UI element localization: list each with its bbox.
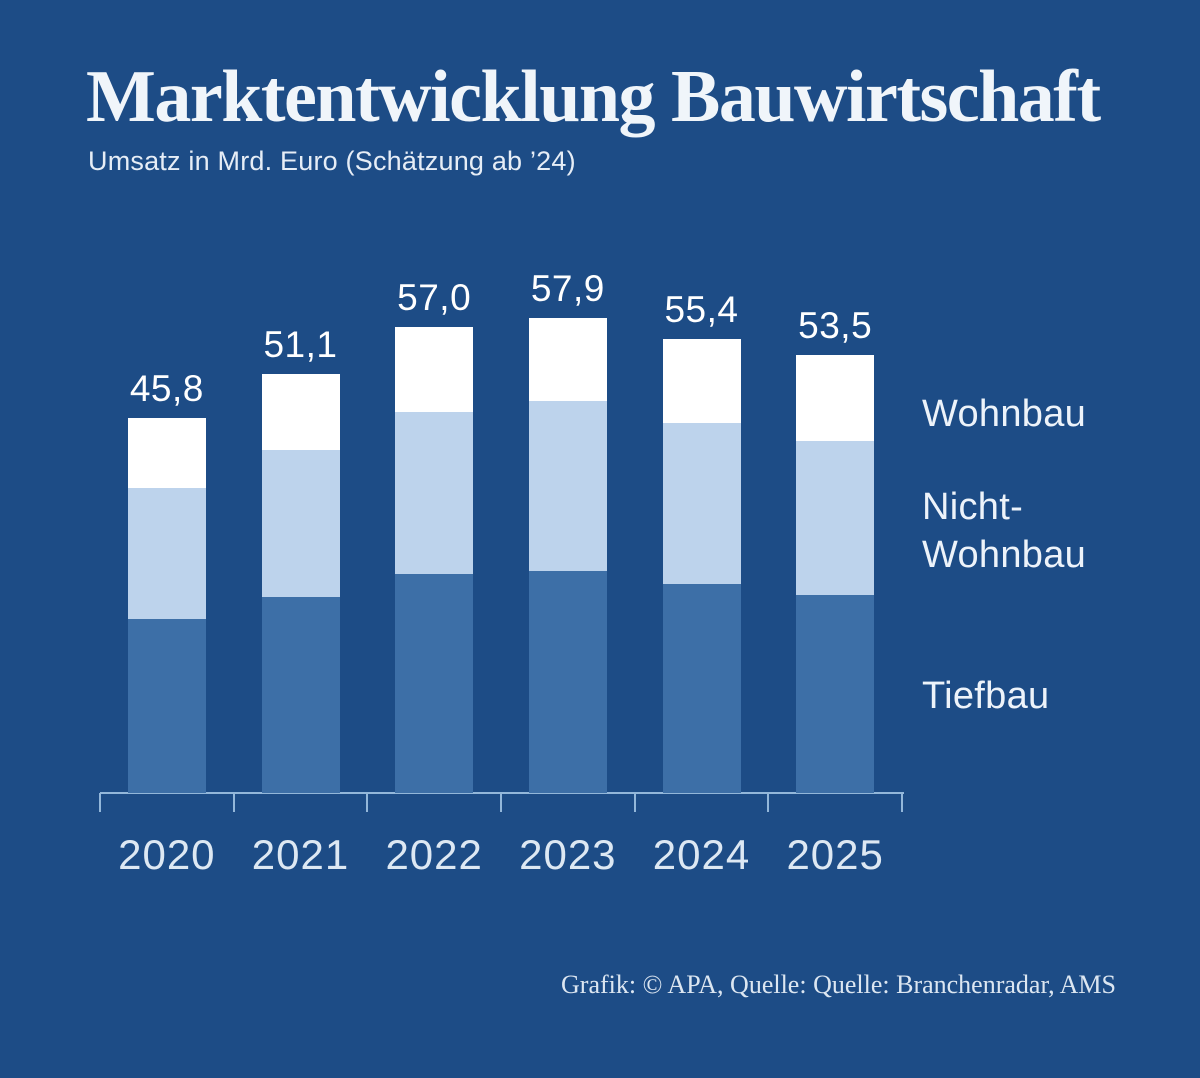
- legend-label-wohnbau: Wohnbau: [922, 393, 1087, 435]
- x-axis-tick: [633, 793, 636, 812]
- bar-segment-nicht-wohnbau: [796, 441, 875, 595]
- bar-segment-wohnbau: [528, 318, 607, 401]
- bar-group: 45,8: [97, 370, 237, 793]
- bar-group: 57,0: [364, 279, 504, 793]
- page-title: Marktentwicklung Bauwirtschaft: [86, 56, 1101, 138]
- bar-total-label: 45,8: [129, 368, 204, 409]
- bar-segment-wohnbau: [796, 355, 875, 441]
- x-axis-tick: [500, 793, 502, 812]
- bar-segment-nicht-wohnbau: [528, 401, 607, 571]
- bar-total-label: 53,5: [798, 305, 873, 346]
- bar-group: 57,9: [498, 270, 638, 793]
- bar-group: 53,5: [765, 307, 905, 793]
- x-axis-tick: [366, 793, 369, 812]
- bar-segment-nicht-wohnbau: [662, 423, 741, 584]
- x-tick-label: 2020: [118, 831, 216, 878]
- bar-segment-wohnbau: [127, 418, 206, 488]
- x-axis-line: [100, 792, 904, 794]
- bar-segment-wohnbau: [662, 339, 741, 423]
- x-axis-tick: [767, 793, 770, 812]
- x-tick-label: 2021: [251, 831, 350, 878]
- bar-segment-nicht-wohnbau: [261, 450, 340, 597]
- bar-total-label: 57,0: [397, 277, 472, 318]
- page-subtitle: Umsatz in Mrd. Euro (Schätzung ab ’24): [88, 146, 576, 176]
- bar-segment-wohnbau: [261, 374, 340, 450]
- bar-segment-nicht-wohnbau: [127, 488, 206, 619]
- bar-total-label: 51,1: [263, 324, 338, 365]
- bar-segment-tiefbau: [528, 571, 607, 793]
- x-axis-tick: [99, 793, 101, 812]
- bar-group: 51,1: [231, 326, 371, 793]
- bar-segment-tiefbau: [127, 619, 206, 793]
- x-tick-label: 2023: [519, 831, 617, 878]
- x-tick-label: 2024: [652, 831, 751, 878]
- bar-segment-tiefbau: [796, 595, 875, 793]
- bar-segment-tiefbau: [395, 574, 474, 793]
- bar-segment-tiefbau: [261, 597, 340, 793]
- legend-label-nicht-wohnbau: Nicht- Wohnbau: [922, 486, 1087, 576]
- x-tick-label: 2022: [385, 831, 483, 878]
- x-axis-tick: [232, 793, 235, 812]
- bar-group: 55,4: [632, 291, 772, 793]
- bar-segment-nicht-wohnbau: [395, 412, 474, 574]
- bar-total-label: 57,9: [530, 268, 605, 309]
- bar-total-label: 55,4: [664, 289, 739, 330]
- x-axis-tick: [901, 793, 903, 812]
- x-tick-label: 2025: [786, 831, 884, 878]
- bar-segment-tiefbau: [662, 584, 741, 793]
- legend-label-tiefbau: Tiefbau: [922, 675, 1050, 717]
- bar-segment-wohnbau: [395, 327, 474, 412]
- source-credit: Grafik: © APA, Quelle: Quelle: Branchenr…: [561, 970, 1116, 999]
